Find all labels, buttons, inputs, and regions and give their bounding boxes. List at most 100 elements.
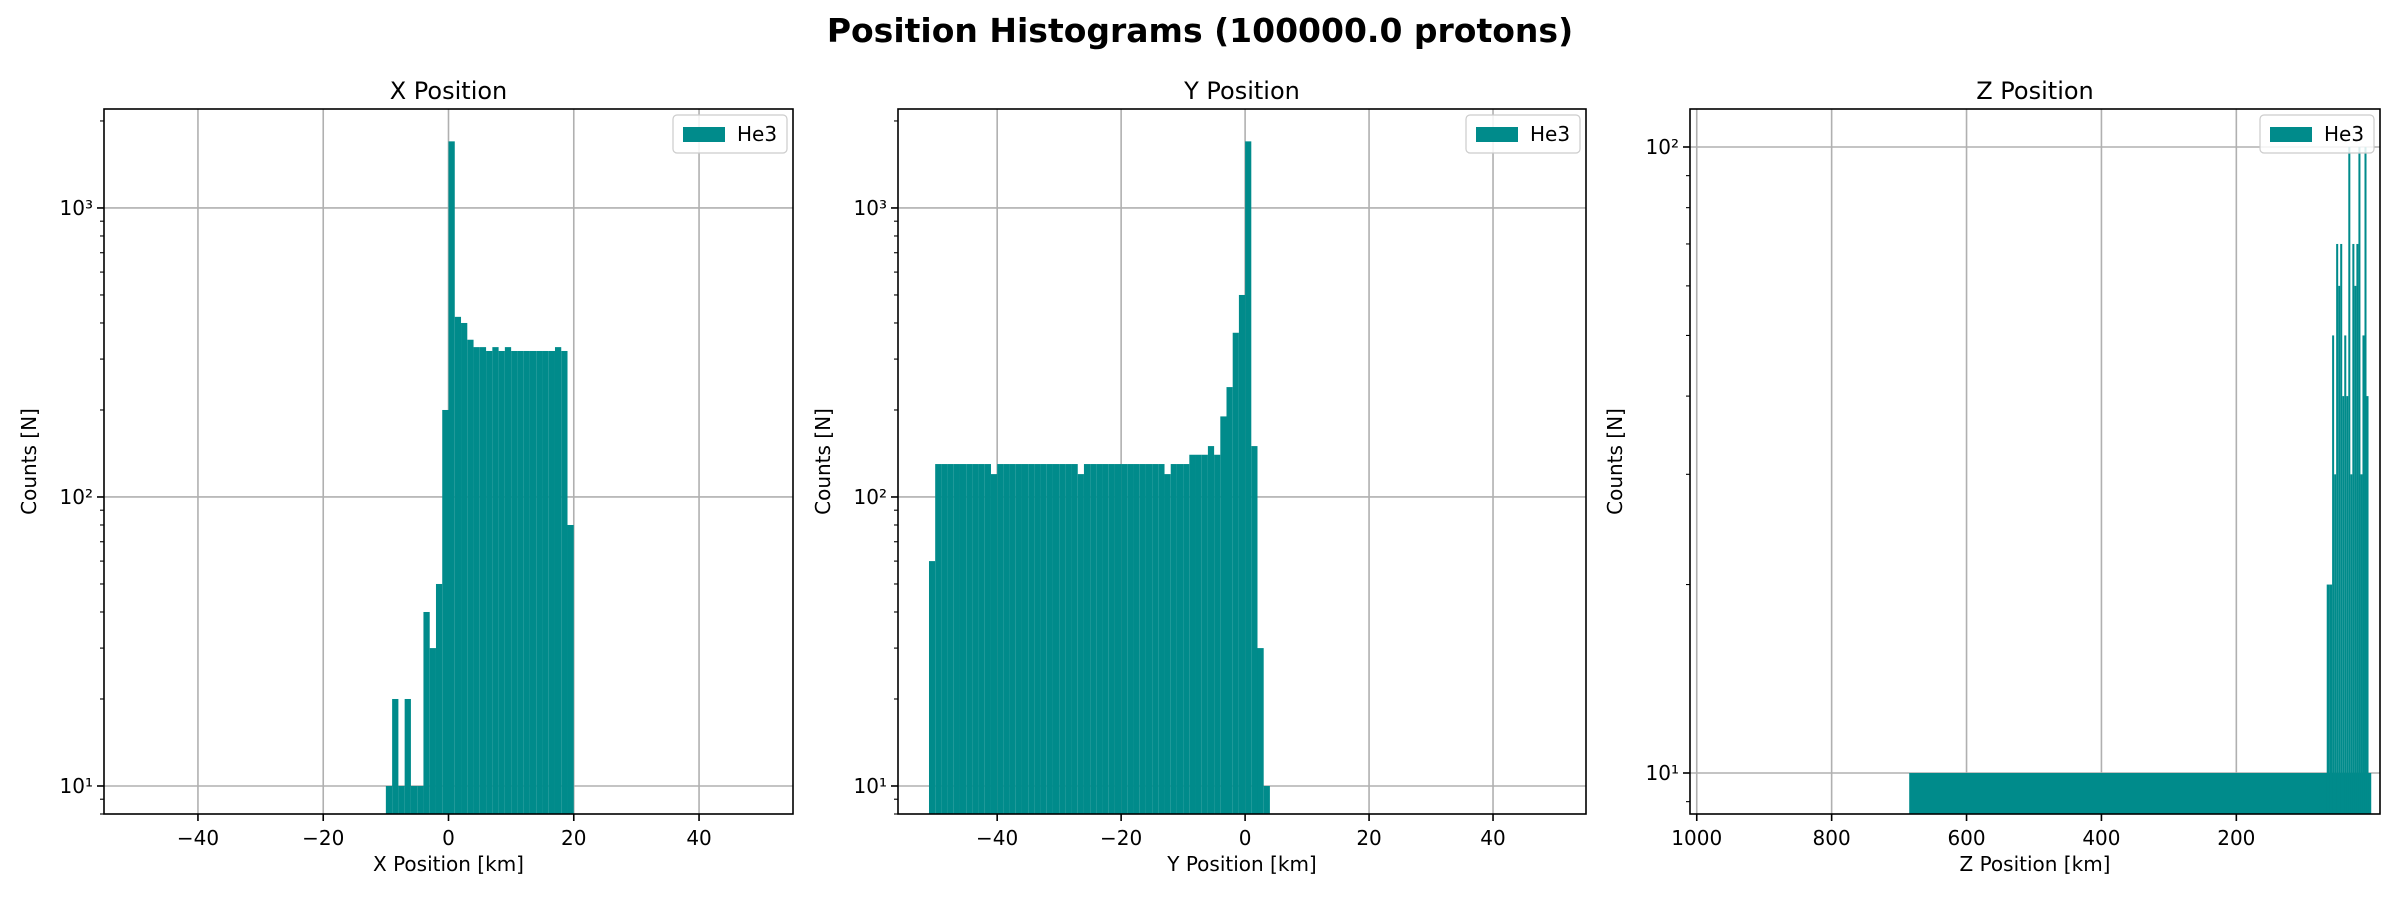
panel-3: 1000 800 600 400 200 10¹ 10² Z Position Z Positi… <box>1603 77 2381 876</box>
histogram-bar <box>2336 243 2339 814</box>
histogram-bar <box>1909 772 2372 814</box>
histogram-bar <box>1195 454 1202 814</box>
histogram-bar <box>1052 464 1060 814</box>
histogram-bar <box>1059 464 1066 814</box>
histogram-bar <box>1009 464 1016 814</box>
histogram-bar <box>2326 584 2330 814</box>
histogram-bar <box>461 322 468 814</box>
histogram-bar <box>1121 464 1128 814</box>
y-tick-label: 10³ <box>854 196 887 220</box>
histogram-bar <box>1263 785 1270 814</box>
histogram-bar <box>486 350 493 814</box>
histogram-bar <box>2354 285 2357 814</box>
histogram-bar <box>978 464 985 814</box>
histogram-bar <box>1003 464 1010 814</box>
histogram-bar <box>2352 243 2355 814</box>
x-axis-label: Y Position [km] <box>1166 852 1316 876</box>
histogram-bar <box>941 464 948 814</box>
histogram-bar <box>1077 474 1084 814</box>
histogram-bar <box>1071 464 1078 814</box>
histogram-bar <box>2329 584 2333 814</box>
histogram-bar <box>423 611 430 814</box>
y-tick-label: 10² <box>1646 135 1679 159</box>
legend: He3 <box>672 114 788 154</box>
histogram-bar <box>385 785 393 814</box>
histogram-bar <box>959 464 967 814</box>
histogram-bar <box>529 350 537 814</box>
histogram-bar <box>1251 446 1258 814</box>
histogram-bar <box>1176 464 1184 814</box>
histogram-bar <box>523 350 530 814</box>
histogram-bar <box>498 350 505 814</box>
histogram-bar <box>511 350 518 814</box>
y-tick-label: 10² <box>60 485 93 509</box>
legend-swatch <box>2270 127 2312 142</box>
y-tick-label: 10¹ <box>1646 761 1679 785</box>
histogram-bar <box>1114 464 1122 814</box>
x-tick-label: 1000 <box>1671 826 1722 850</box>
histogram-bar <box>1021 464 1029 814</box>
histogram-bar <box>454 316 462 814</box>
histogram-bar <box>947 464 954 814</box>
histogram-bar <box>1201 454 1208 814</box>
legend-box <box>2259 114 2375 154</box>
histogram-bar <box>1158 464 1165 814</box>
histogram-bar <box>1232 332 1239 814</box>
histogram-bar <box>2340 243 2343 814</box>
histogram-bar <box>1133 464 1140 814</box>
histogram-bar <box>517 350 524 814</box>
histogram-bar <box>554 347 562 814</box>
histogram-bar <box>1220 416 1227 814</box>
y-tick-label: 10² <box>854 485 887 509</box>
x-tick-label: 20 <box>561 826 586 850</box>
histogram-bar <box>1127 464 1134 814</box>
histogram-bar <box>429 648 436 814</box>
histogram-bar <box>410 785 418 814</box>
histogram-bar <box>1015 464 1022 814</box>
histogram-bar <box>935 464 942 814</box>
y-axis-label: Counts [N] <box>1603 408 1627 515</box>
histogram-bar <box>404 698 411 814</box>
histogram-bar <box>1226 387 1233 814</box>
panel-title: X Position <box>390 77 508 105</box>
histogram-bar <box>1164 474 1171 814</box>
histogram-bar <box>548 350 555 814</box>
histogram-bar <box>972 464 979 814</box>
histogram-bar <box>492 347 499 814</box>
histogram-bar <box>1028 464 1035 814</box>
legend-swatch <box>1476 127 1518 142</box>
x-axis-label: Z Position [km] <box>1960 852 2111 876</box>
histogram-bar <box>473 347 480 814</box>
histogram-bar <box>2342 396 2345 814</box>
legend-label: He3 <box>1530 122 1570 146</box>
histogram-bar <box>1090 464 1097 814</box>
y-axis-label: Counts [N] <box>17 408 41 515</box>
panel-2: −40 −20 0 20 40 10¹ 10² 10³ Y Position Y Position… <box>811 77 1587 876</box>
panel-1: −40 −20 0 20 40 10¹ 10² 10³ X Position X Position… <box>17 77 794 876</box>
histogram-bar <box>2346 396 2349 814</box>
legend: He3 <box>1465 114 1581 154</box>
histogram-bar <box>2350 474 2353 814</box>
axes-frame <box>897 108 1587 815</box>
x-tick-label: 200 <box>2217 826 2255 850</box>
histogram-bar <box>2344 335 2347 814</box>
panel-title: Z Position <box>1976 77 2094 105</box>
legend-label: He3 <box>2324 122 2364 146</box>
x-tick-label: 0 <box>442 826 455 850</box>
histogram-bar <box>467 339 474 814</box>
histogram-bar <box>997 464 1004 814</box>
x-axis-label: X Position [km] <box>373 852 524 876</box>
histogram-bar <box>2358 146 2361 814</box>
histogram-bar <box>1245 141 1252 814</box>
histogram-bar <box>398 785 405 814</box>
grid <box>1690 109 2380 814</box>
histogram-bar <box>1170 464 1177 814</box>
legend-swatch <box>683 127 725 142</box>
x-tick-label: 20 <box>1356 826 1381 850</box>
histogram-bar <box>561 350 568 814</box>
bars <box>1909 146 2372 814</box>
histogram-bar <box>2332 335 2335 814</box>
figure-title: Position Histograms (100000.0 protons) <box>827 11 1573 50</box>
x-tick-label: −20 <box>302 826 344 850</box>
